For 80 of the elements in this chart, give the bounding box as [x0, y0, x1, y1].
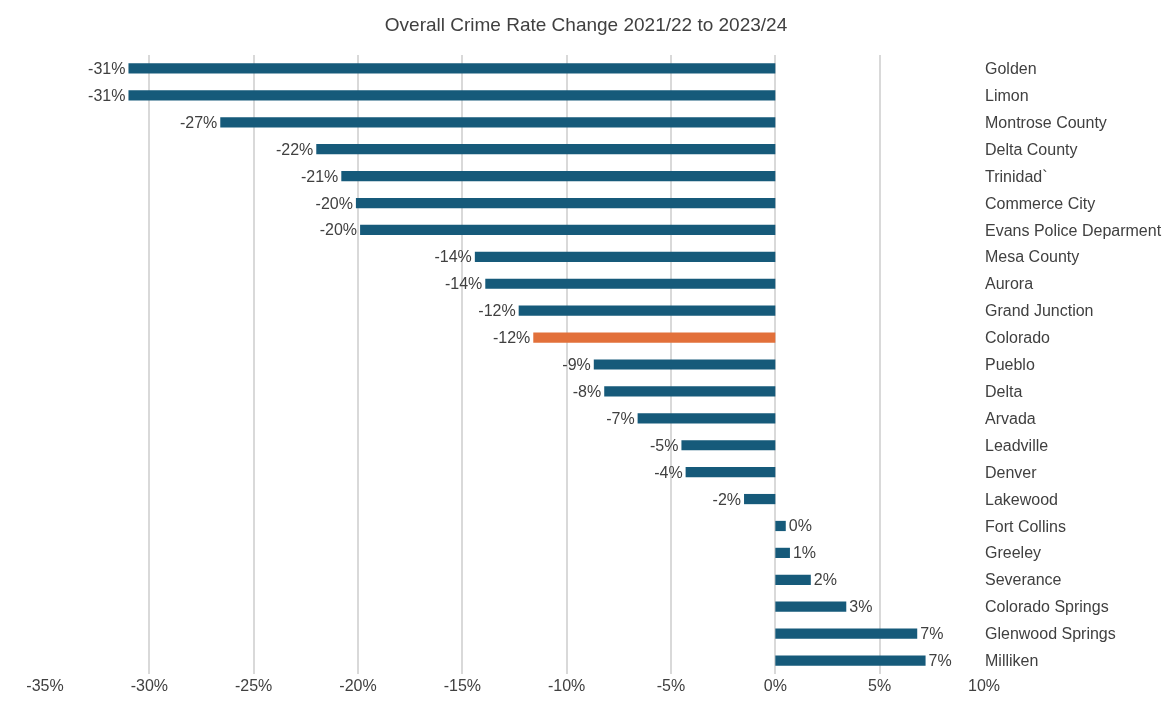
y-tick-label: Commerce City [985, 194, 1096, 212]
bar [604, 386, 776, 397]
data-label: -31% [88, 59, 126, 77]
y-tick-label: Leadville [985, 436, 1049, 454]
bar [533, 332, 776, 343]
y-tick-label: Lakewood [985, 490, 1058, 508]
y-tick-label: Delta County [985, 140, 1078, 158]
x-tick-label: -35% [26, 677, 64, 694]
bar [775, 574, 811, 585]
y-tick-label: Glenwood Springs [985, 625, 1116, 643]
bar [360, 224, 776, 236]
x-tick-label: -10% [547, 677, 586, 694]
bar [685, 467, 776, 478]
y-tick-label: Greeley [985, 544, 1042, 562]
y-tick-label: Golden [985, 60, 1037, 78]
data-label: -31% [88, 86, 126, 104]
bar [775, 601, 847, 612]
bar [485, 278, 776, 289]
y-tick-label: Pueblo [985, 356, 1035, 374]
data-label: 2% [813, 571, 837, 589]
x-tick-label: -25% [234, 677, 273, 694]
bar [355, 197, 776, 209]
data-label: -7% [606, 409, 635, 427]
y-tick-label: Delta [985, 383, 1023, 401]
data-label: -4% [654, 463, 683, 481]
x-tick-label: -30% [130, 677, 169, 694]
data-label: -22% [275, 140, 314, 158]
data-label: -20% [319, 221, 358, 239]
bar [681, 440, 776, 451]
data-label: -14% [434, 248, 472, 266]
bar [775, 520, 786, 532]
bar [341, 171, 776, 182]
y-tick-label: Colorado [985, 329, 1051, 347]
y-tick-label: Denver [985, 463, 1038, 481]
data-label: 1% [792, 544, 817, 562]
bar [637, 413, 776, 424]
data-label: -12% [478, 302, 516, 320]
y-tick-label: Limon [985, 86, 1029, 104]
x-tick-label: -5% [656, 677, 686, 694]
y-tick-label: Severance [985, 571, 1062, 589]
data-label: -20% [315, 194, 353, 212]
data-label: 7% [928, 652, 952, 670]
bar [128, 63, 776, 74]
bar [744, 493, 776, 505]
data-label: -2% [712, 490, 742, 508]
y-tick-label: Fort Collins [985, 517, 1066, 535]
bar [474, 251, 776, 262]
data-label: -8% [572, 382, 602, 400]
bar [775, 628, 918, 639]
y-tick-label: Colorado Springs [985, 598, 1109, 616]
bar [220, 117, 776, 128]
data-label: 7% [920, 625, 944, 643]
data-label: -5% [649, 436, 679, 454]
x-tick-label: 5% [868, 677, 892, 694]
x-tick-label: -15% [443, 677, 482, 694]
data-label: -12% [492, 329, 531, 347]
bar [593, 359, 776, 370]
x-tick-label: -20% [339, 677, 377, 694]
x-tick-label: 10% [967, 677, 1001, 694]
bar [775, 547, 790, 558]
y-tick-label: Grand Junction [985, 302, 1094, 320]
y-tick-label: Trinidad` [985, 167, 1048, 185]
y-tick-label: Milliken [985, 652, 1039, 670]
chart-title: Overall Crime Rate Change 2021/22 to 2023/24 [384, 14, 788, 36]
data-label: 0% [788, 517, 812, 535]
bar [316, 144, 776, 155]
data-label: -14% [444, 275, 483, 293]
data-label: -27% [179, 113, 218, 131]
data-label: 3% [849, 598, 873, 616]
y-tick-label: Aurora [985, 275, 1034, 293]
bar [518, 305, 776, 316]
bar [128, 90, 776, 101]
x-tick-label: 0% [763, 677, 787, 694]
y-tick-label: Mesa County [985, 248, 1080, 266]
data-label: -21% [300, 167, 339, 185]
bar [775, 655, 926, 666]
data-label: -9% [562, 356, 591, 373]
y-tick-label: Arvada [985, 409, 1036, 427]
y-tick-label: Evans Police Deparment [985, 221, 1162, 239]
y-tick-label: Montrose County [985, 113, 1107, 131]
